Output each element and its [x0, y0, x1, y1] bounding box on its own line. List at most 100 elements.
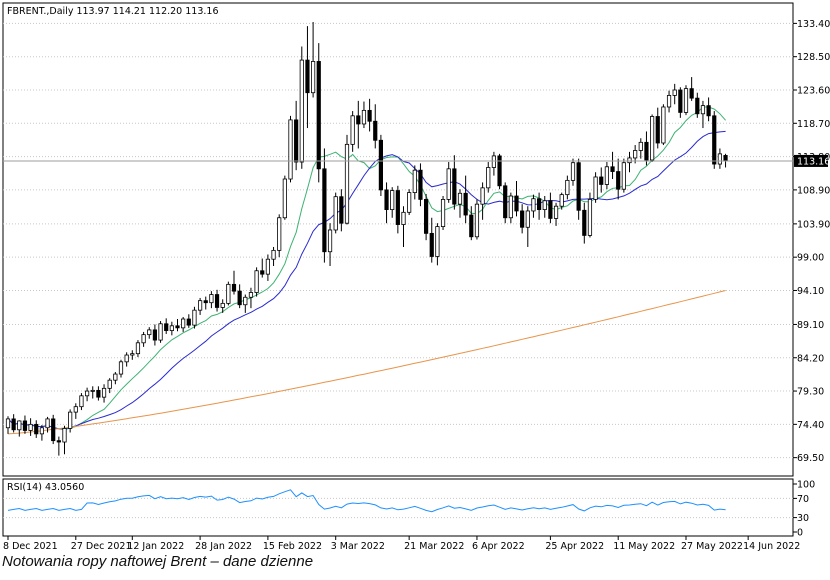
candle	[181, 316, 186, 332]
last-price-marker	[794, 154, 828, 167]
candle-body-up	[508, 195, 513, 219]
candle-body-down	[429, 232, 434, 257]
price-tick-label: 69.50	[797, 453, 824, 464]
candle	[666, 90, 672, 113]
candle	[203, 296, 208, 310]
rsi-label: RSI(14) 43.0560	[7, 482, 84, 493]
price-tick-label: 103.90	[797, 219, 830, 230]
candle-body-up	[350, 115, 355, 145]
candle	[17, 420, 22, 437]
candle-body-up	[288, 119, 293, 180]
candle-body-up	[169, 325, 174, 331]
candle	[34, 420, 39, 438]
candle	[570, 158, 576, 186]
last-price-box: 113.16	[794, 154, 830, 167]
candle	[672, 83, 677, 105]
candle	[627, 151, 632, 173]
candle	[333, 192, 338, 234]
candle	[62, 425, 67, 455]
candle-body-up	[226, 283, 231, 304]
candle	[503, 182, 508, 224]
candle-body-up	[135, 342, 141, 355]
candle-body-up	[130, 353, 135, 356]
candle	[277, 214, 282, 258]
candle	[118, 359, 124, 378]
candle-body-down	[418, 169, 423, 200]
ma-orange-line	[7, 290, 726, 435]
candle-body-down	[373, 120, 378, 141]
candle-body-up	[158, 323, 163, 341]
candle-body-up	[141, 334, 146, 344]
candle-body-up	[390, 190, 395, 210]
candle	[294, 100, 299, 171]
rsi-tick-label: 100	[797, 480, 815, 491]
candle-body-down	[164, 323, 169, 331]
candle	[542, 196, 547, 218]
candle	[350, 111, 355, 152]
candle	[175, 319, 180, 332]
candle-body-up	[197, 300, 203, 311]
candle-body-up	[28, 423, 33, 431]
candle	[73, 403, 78, 419]
candle-body-up	[700, 105, 706, 115]
rsi-panel: RSI(14) 43.0560	[2, 478, 794, 537]
candle-body-up	[68, 411, 73, 429]
candle	[305, 26, 310, 129]
candle	[604, 162, 610, 190]
candle-body-up	[457, 192, 463, 205]
candle	[390, 187, 395, 218]
date-tick-label: 12 Jan 2022	[127, 541, 184, 552]
moving-averages	[7, 106, 726, 435]
candle-body-up	[45, 418, 50, 429]
candle	[610, 151, 615, 180]
candle-body-up	[474, 203, 480, 238]
candle-body-up	[542, 200, 547, 210]
candle-body-up	[525, 210, 530, 228]
candle	[152, 324, 157, 346]
candle	[553, 202, 559, 226]
candle-body-down	[599, 176, 604, 185]
candle-body-down	[237, 290, 242, 306]
candle	[260, 258, 265, 278]
candle-body-up	[333, 196, 338, 231]
candle	[135, 340, 141, 358]
candle-body-up	[344, 143, 350, 224]
candle	[678, 87, 683, 118]
candle	[412, 165, 417, 200]
candle-body-down	[548, 200, 553, 219]
date-tick-label: 6 Apr 2022	[472, 541, 525, 552]
candle	[695, 92, 700, 118]
candle	[265, 254, 271, 281]
candle-body-up	[181, 318, 186, 329]
candle-body-up	[531, 198, 536, 212]
candle	[39, 425, 45, 441]
candle	[11, 414, 16, 433]
candle-body-up	[553, 205, 559, 219]
rsi-tick-label: 0	[797, 528, 803, 539]
candle	[243, 294, 248, 313]
candle-body-up	[559, 194, 564, 207]
candle-body-up	[570, 162, 576, 181]
candle-body-down	[655, 116, 660, 144]
candle	[463, 175, 468, 224]
candle	[107, 378, 112, 394]
candle	[68, 409, 73, 433]
candle	[367, 98, 372, 132]
ma-green-line	[7, 106, 726, 431]
candle	[356, 100, 361, 149]
price-panel: FBRENT.,Daily 113.97 114.21 112.20 113.1…	[2, 2, 794, 477]
candle-body-down	[186, 318, 191, 326]
candle-body-down	[152, 329, 157, 341]
candle-body-down	[689, 88, 694, 99]
candle-body-down	[56, 440, 61, 443]
candle	[384, 182, 389, 224]
candle-body-down	[582, 209, 587, 236]
candle	[51, 414, 56, 445]
candle-body-down	[469, 214, 474, 238]
candle-body-down	[497, 155, 502, 187]
candle	[197, 297, 203, 315]
candle	[446, 162, 451, 203]
candle-body-down	[678, 89, 683, 113]
candle-body-up	[277, 217, 282, 251]
